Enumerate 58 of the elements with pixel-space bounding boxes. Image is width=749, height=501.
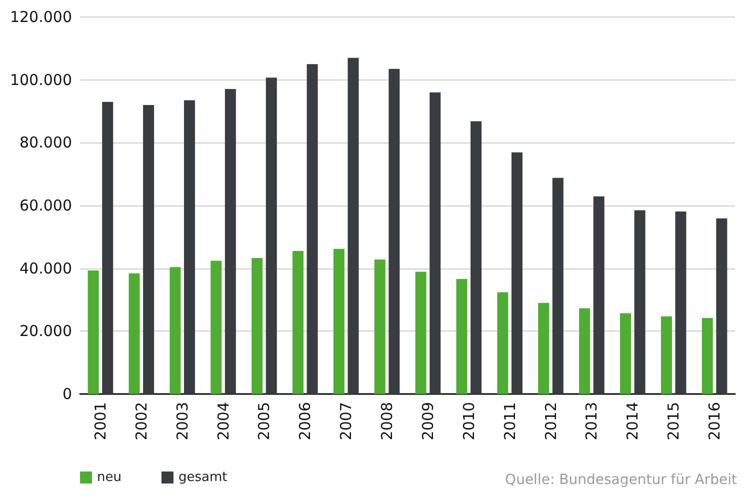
x-tick-label: 2012 [542, 402, 560, 440]
x-tick-label: 2006 [296, 402, 314, 440]
bar [593, 196, 604, 394]
x-tick-label: 2007 [337, 402, 356, 440]
x-tick-label: 2010 [460, 402, 478, 440]
bar [102, 102, 114, 394]
x-tick-label: 2011 [500, 402, 519, 440]
y-tick-label: 20.000 [20, 322, 72, 340]
bar [675, 211, 686, 394]
y-tick-label: 40.000 [20, 259, 72, 278]
x-tick-label: 2009 [418, 402, 437, 440]
legend-label: gesamt [178, 470, 228, 485]
x-tick-label: 2008 [378, 402, 396, 440]
bar [552, 178, 564, 394]
x-tick-label: 2014 [624, 402, 642, 440]
bar [415, 272, 426, 394]
x-tick-label: 2001 [91, 402, 110, 440]
x-tick-label: 2003 [173, 402, 192, 440]
bar [702, 318, 713, 394]
bar [538, 302, 550, 394]
bar [252, 258, 263, 394]
bar [143, 104, 154, 394]
x-tick-label: 2015 [664, 402, 683, 440]
bar [660, 316, 672, 394]
bar [224, 88, 236, 394]
bar [184, 100, 195, 394]
bar [374, 260, 386, 394]
bar [333, 248, 344, 394]
bar [579, 308, 590, 394]
bar [430, 92, 441, 394]
bar [348, 58, 359, 394]
bar [210, 260, 222, 394]
bar [497, 292, 508, 394]
y-tick-label: 120.000 [10, 8, 72, 26]
bar [170, 267, 181, 394]
bar [128, 273, 140, 394]
x-tick-label: 2004 [214, 402, 232, 440]
y-tick-label: 100.000 [10, 70, 72, 89]
y-tick-label: 80.000 [20, 134, 72, 152]
bar [306, 64, 318, 394]
bar [456, 279, 468, 394]
bar [634, 210, 646, 394]
x-tick-label: 2016 [706, 402, 724, 440]
bar [511, 152, 522, 394]
x-tick-label: 2002 [132, 402, 150, 440]
x-tick-label: 2013 [582, 402, 601, 440]
bar [470, 121, 482, 394]
bar [716, 218, 728, 394]
y-tick-label: 0 [62, 385, 72, 403]
bar [292, 251, 304, 394]
source-note: Quelle: Bundesagentur für Arbeit [505, 472, 738, 488]
x-tick-label: 2005 [255, 402, 274, 440]
bar [620, 313, 632, 394]
legend-label: neu [97, 470, 122, 485]
bar [388, 68, 400, 394]
bar [266, 78, 277, 394]
bar [88, 270, 99, 394]
y-tick-label: 60.000 [20, 196, 72, 214]
